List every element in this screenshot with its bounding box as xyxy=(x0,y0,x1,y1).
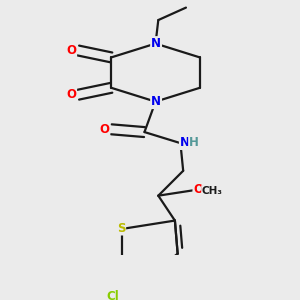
Text: O: O xyxy=(66,88,76,101)
Text: O: O xyxy=(66,44,76,57)
Text: O: O xyxy=(99,123,110,136)
Text: N: N xyxy=(180,136,190,149)
Text: CH₃: CH₃ xyxy=(202,186,223,196)
Text: Cl: Cl xyxy=(106,290,119,300)
Text: N: N xyxy=(151,95,161,108)
Text: O: O xyxy=(194,183,203,196)
Text: N: N xyxy=(151,37,161,50)
Text: H: H xyxy=(189,136,199,149)
Text: S: S xyxy=(117,221,125,235)
